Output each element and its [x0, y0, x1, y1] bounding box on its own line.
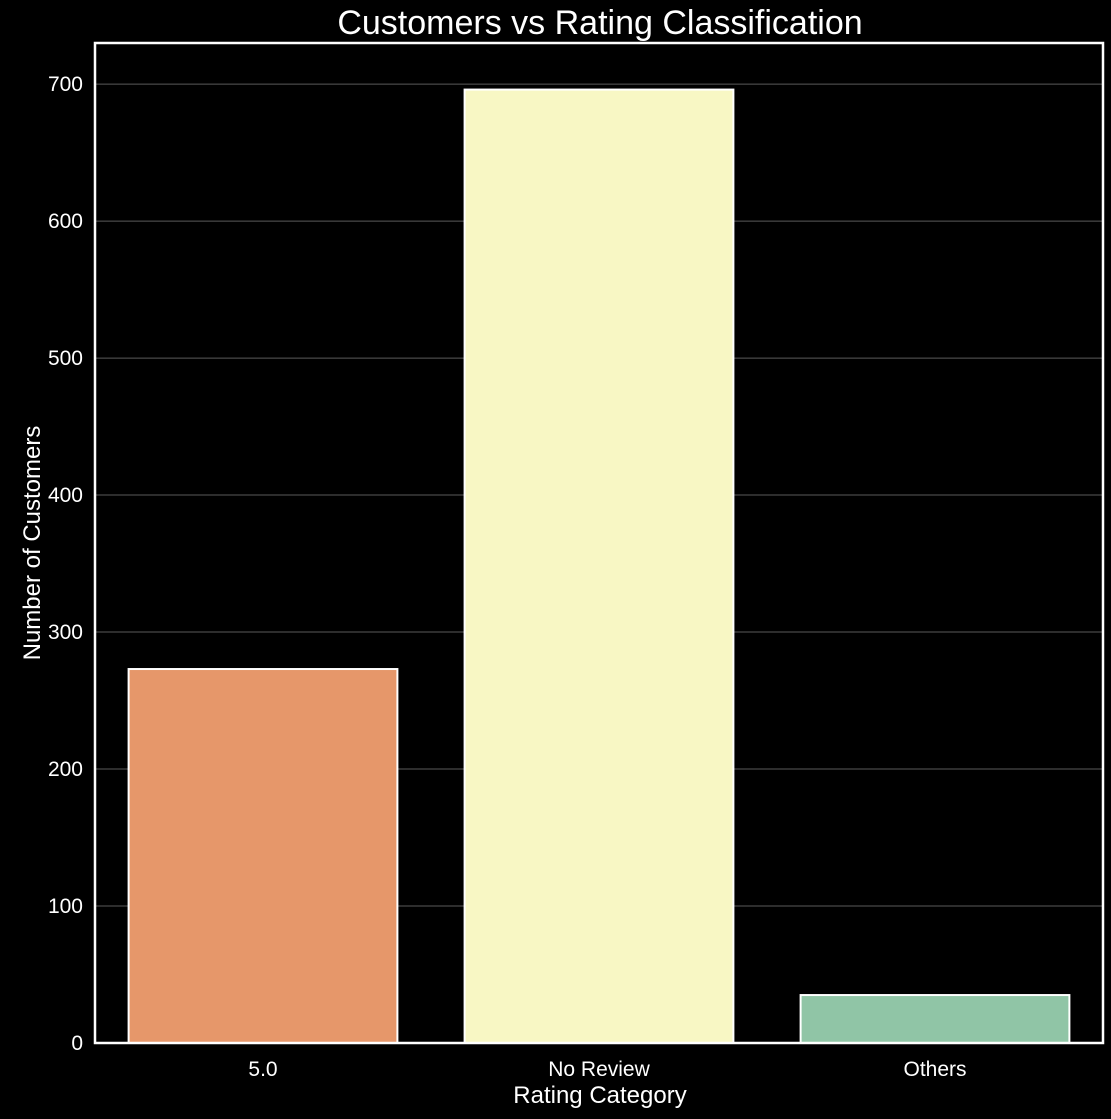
- bar: [463, 88, 735, 1045]
- y-tick-label: 100: [48, 895, 83, 918]
- y-tick-label: 400: [48, 484, 83, 507]
- y-tick-label: 0: [71, 1032, 83, 1055]
- x-tick-label: No Review: [548, 1058, 650, 1081]
- y-tick-labels: 0 100 200 300 400 500 600 700: [48, 73, 83, 1055]
- plot-frame: [93, 41, 1105, 1045]
- y-axis-label: Number of Customers: [19, 426, 46, 661]
- chart-title: Customers vs Rating Classification: [337, 4, 862, 42]
- bar: [799, 994, 1071, 1045]
- x-tick-label: Others: [903, 1058, 966, 1081]
- y-tick-label: 500: [48, 347, 83, 370]
- y-tick-label: 200: [48, 758, 83, 781]
- y-tick-label: 700: [48, 73, 83, 96]
- x-axis-label: Rating Category: [513, 1082, 686, 1109]
- y-tick-label: 600: [48, 210, 83, 233]
- y-tick-label: 300: [48, 621, 83, 644]
- x-tick-labels: 5.0 No Review Others: [248, 1058, 966, 1081]
- bar: [127, 668, 399, 1044]
- x-tick-label: 5.0: [248, 1058, 277, 1081]
